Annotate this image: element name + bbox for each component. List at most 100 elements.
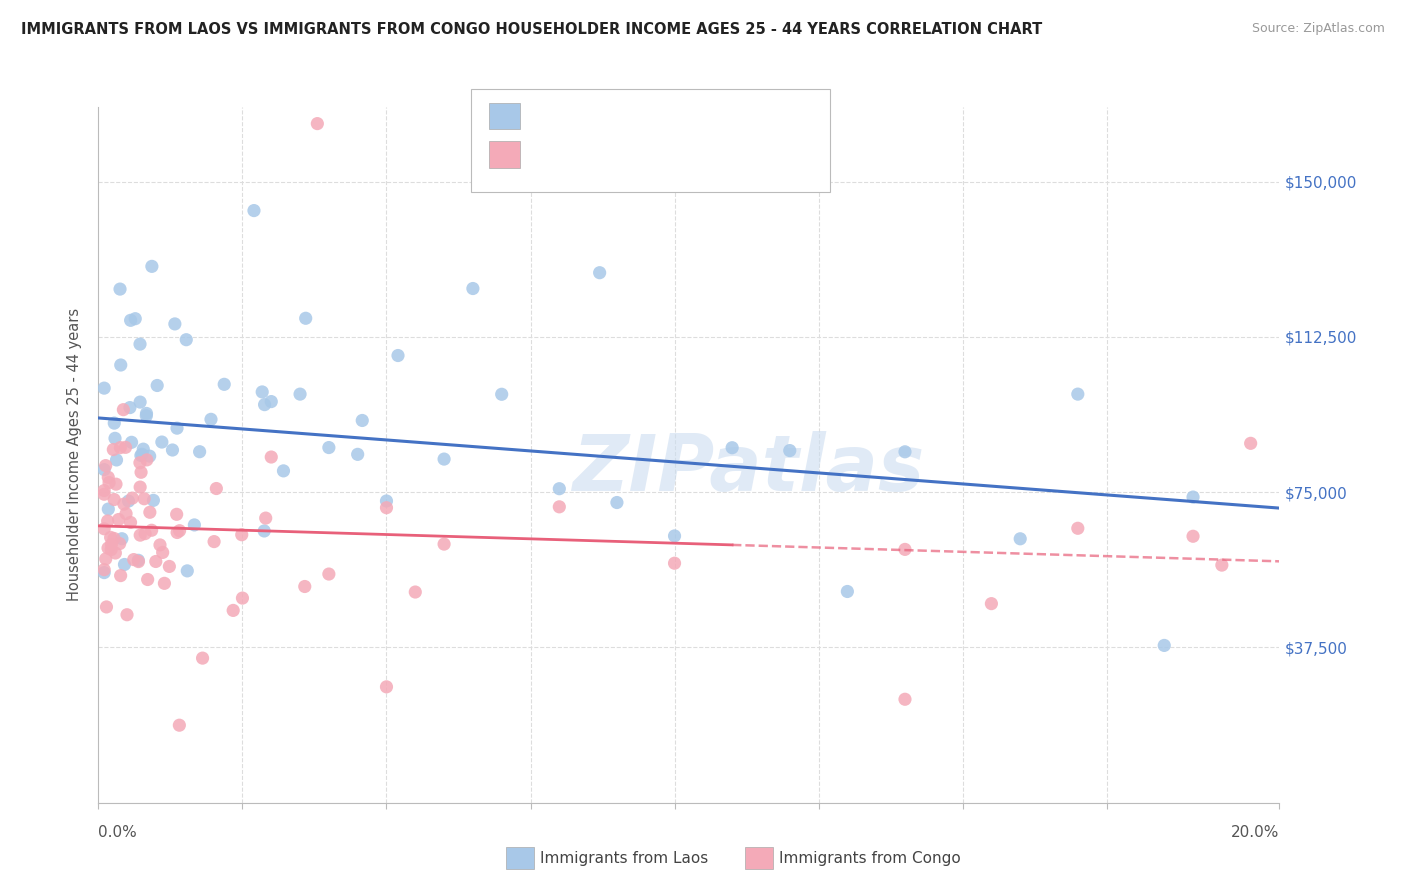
Point xyxy=(166,508,188,522)
Point xyxy=(606,495,628,509)
Point xyxy=(129,480,152,494)
Point xyxy=(135,453,157,467)
Point xyxy=(318,567,340,582)
Text: 0.0%: 0.0% xyxy=(98,825,138,840)
Point xyxy=(273,464,295,478)
Point xyxy=(346,447,368,461)
Point xyxy=(117,494,139,508)
Point xyxy=(294,580,316,594)
Point xyxy=(129,465,152,479)
Point xyxy=(129,456,152,470)
Point xyxy=(120,516,142,530)
Point xyxy=(108,536,131,550)
Point xyxy=(110,358,132,372)
Point xyxy=(135,409,157,423)
Point xyxy=(124,311,146,326)
Point xyxy=(894,692,917,706)
Point xyxy=(122,552,145,566)
Point xyxy=(894,444,917,458)
Point xyxy=(149,538,172,552)
Point xyxy=(375,680,398,694)
Point xyxy=(352,413,374,427)
Point xyxy=(104,431,127,445)
Point xyxy=(129,528,152,542)
Point xyxy=(837,584,859,599)
Point xyxy=(100,537,122,551)
Point xyxy=(135,407,157,421)
Point xyxy=(231,527,253,541)
Point xyxy=(1182,529,1205,543)
Point xyxy=(254,511,277,525)
Point xyxy=(166,525,188,540)
Point xyxy=(253,524,276,538)
Point xyxy=(98,475,121,490)
Point xyxy=(139,505,162,519)
Point xyxy=(108,282,131,296)
Point xyxy=(318,441,340,455)
Point xyxy=(134,491,156,506)
Point xyxy=(121,435,143,450)
Point xyxy=(243,203,266,218)
Point xyxy=(131,447,153,461)
Point xyxy=(110,568,132,582)
Point xyxy=(163,317,186,331)
Point xyxy=(112,497,135,511)
Text: R =: R = xyxy=(527,107,564,125)
Point xyxy=(548,500,571,514)
Point xyxy=(94,552,117,566)
Point xyxy=(166,421,188,435)
Point xyxy=(294,311,316,326)
Point xyxy=(260,394,283,409)
Point xyxy=(721,441,744,455)
Point xyxy=(260,450,283,464)
Point xyxy=(1010,532,1032,546)
Point xyxy=(93,563,115,577)
Point xyxy=(307,117,329,131)
Point xyxy=(205,482,228,496)
Point xyxy=(169,718,191,732)
Point xyxy=(1153,639,1175,653)
Point xyxy=(491,387,513,401)
Point xyxy=(112,402,135,417)
Point xyxy=(103,492,125,507)
Point xyxy=(127,553,149,567)
Point xyxy=(1067,387,1090,401)
Point xyxy=(146,378,169,392)
Point xyxy=(93,381,115,395)
Point xyxy=(664,556,686,570)
Point xyxy=(103,416,125,430)
Point xyxy=(142,493,165,508)
Y-axis label: Householder Income Ages 25 - 44 years: Householder Income Ages 25 - 44 years xyxy=(67,309,83,601)
Point xyxy=(894,542,917,557)
Point xyxy=(375,500,398,515)
Point xyxy=(548,482,571,496)
Point xyxy=(93,462,115,476)
Point xyxy=(588,266,610,280)
Point xyxy=(93,522,115,536)
Point xyxy=(105,453,128,467)
Point xyxy=(111,532,134,546)
Point xyxy=(120,313,142,327)
Point xyxy=(191,651,214,665)
Point xyxy=(115,607,138,622)
Point xyxy=(134,526,156,541)
Point xyxy=(152,545,174,559)
Point xyxy=(664,529,686,543)
Point xyxy=(222,603,245,617)
Point xyxy=(176,564,198,578)
Point xyxy=(980,597,1002,611)
Point xyxy=(132,442,155,457)
Point xyxy=(404,585,426,599)
Text: Immigrants from Laos: Immigrants from Laos xyxy=(540,851,709,865)
Point xyxy=(779,443,801,458)
Point xyxy=(127,555,149,569)
Point xyxy=(157,559,180,574)
Point xyxy=(105,477,128,491)
Point xyxy=(103,442,125,457)
Point xyxy=(93,483,115,498)
Point xyxy=(97,514,120,528)
Point xyxy=(150,435,173,450)
Point xyxy=(250,384,273,399)
Point xyxy=(141,523,163,537)
Point xyxy=(114,558,136,572)
